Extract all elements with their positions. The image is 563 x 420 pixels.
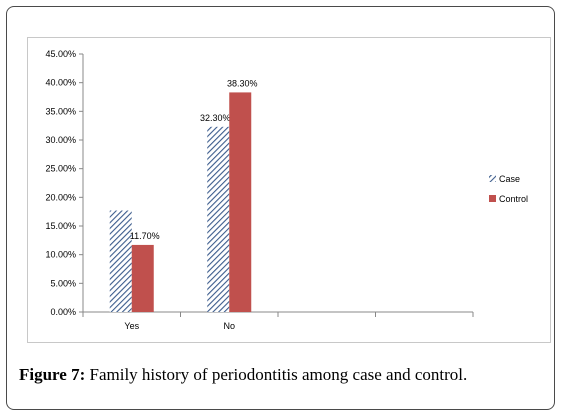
figure-caption-text: Family history of periodontitis among ca… <box>85 365 468 384</box>
legend-label-control: Control <box>499 194 528 204</box>
bar-case-no <box>207 126 230 313</box>
figure-caption: Figure 7: Family history of periodontiti… <box>19 365 559 385</box>
legend: Case Control <box>489 174 528 204</box>
bar-control-no <box>229 92 252 312</box>
y-tick-label: 30.00% <box>45 135 76 145</box>
legend-label-case: Case <box>499 174 520 184</box>
bar-chart: 0.00% 5.00% 10.00% 15.00% 20.00% 25.00% 30.00%… <box>45 49 528 331</box>
bar-case-yes <box>109 210 132 312</box>
data-label: 32.30% <box>200 113 231 123</box>
y-tick-label: 45.00% <box>45 49 76 59</box>
y-tick-label: 0.00% <box>50 307 76 317</box>
axes: 0.00% 5.00% 10.00% 15.00% 20.00% 25.00% 30.00%… <box>45 49 474 331</box>
data-label: 11.70% <box>130 231 160 241</box>
chart-area: 0.00% 5.00% 10.00% 15.00% 20.00% 25.00% 30.00%… <box>27 37 551 343</box>
y-tick-label: 15.00% <box>45 221 76 231</box>
y-tick-label: 20.00% <box>45 192 76 202</box>
figure-frame: 0.00% 5.00% 10.00% 15.00% 20.00% 25.00% 30.00%… <box>6 6 555 410</box>
y-tick-label: 10.00% <box>45 250 76 260</box>
y-tick-label: 25.00% <box>45 164 76 174</box>
bar-control-yes <box>131 244 154 312</box>
legend-swatch-control <box>489 195 496 202</box>
y-tick-label: 35.00% <box>45 106 76 116</box>
y-tick-label: 5.00% <box>50 278 76 288</box>
y-tick-label: 40.00% <box>45 78 76 88</box>
x-tick-label: Yes <box>124 321 139 331</box>
x-tick-label: No <box>223 321 235 331</box>
data-label: 38.30% <box>227 78 258 88</box>
legend-swatch-case <box>489 175 496 182</box>
figure-label: Figure 7: <box>19 365 86 384</box>
bars: 32.30% 11.70% 38.30% <box>109 78 258 313</box>
